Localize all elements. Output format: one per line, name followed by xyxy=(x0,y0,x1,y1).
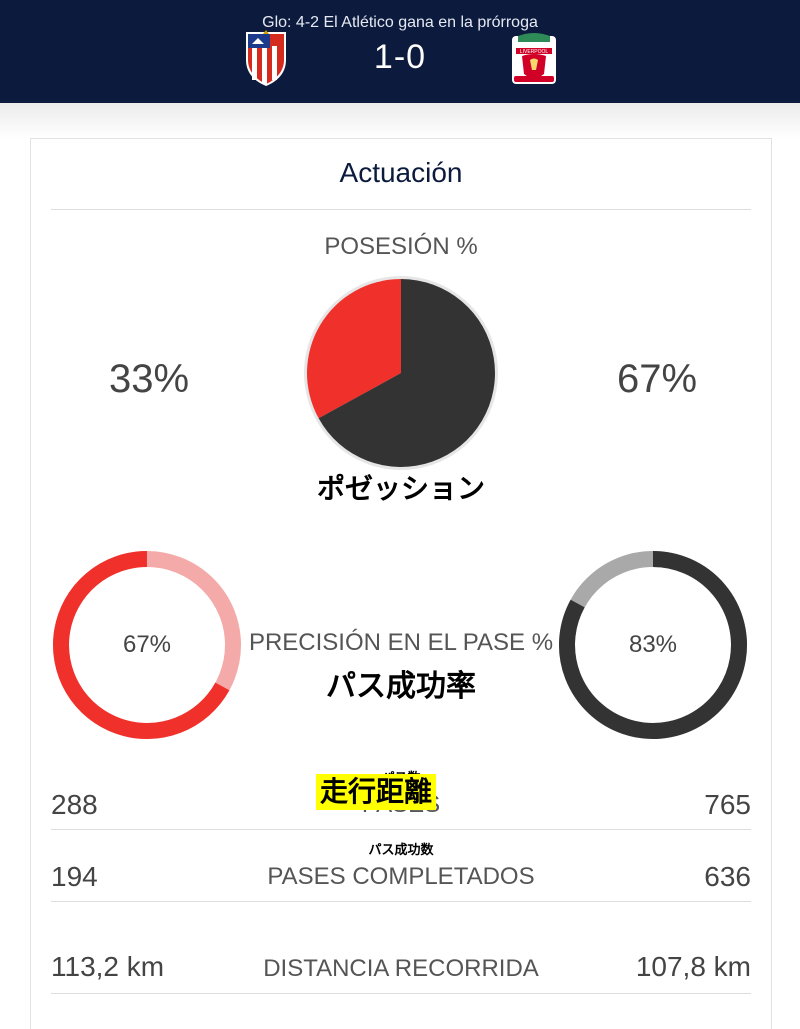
possession-jp-label: ポゼッション xyxy=(316,473,485,504)
pass-accuracy-jp-label: パス成功率 xyxy=(326,670,476,703)
stat-home-completed: 194 xyxy=(51,861,98,892)
possession-away-value: 67% xyxy=(617,357,698,401)
aggregate-result: Glo: 4-2 El Atlético gana en la prórroga xyxy=(262,14,538,31)
performance-card: Actuación POSESIÓN % 33% 67% ポゼッション 67% … xyxy=(30,138,772,1029)
possession-away-slice xyxy=(318,279,495,467)
away-ring-fill xyxy=(559,551,747,739)
divider xyxy=(51,829,751,830)
stat-jp-label-completed: パス成功数 xyxy=(368,842,434,857)
possession-pie-chart xyxy=(304,276,498,470)
liverpool-crest-text: LIVERPOOL xyxy=(520,49,549,55)
pass-accuracy-home-ring xyxy=(53,551,241,739)
stat-label-completed: PASES COMPLETADOS xyxy=(267,863,535,890)
home-ring-fill xyxy=(53,551,230,739)
stat-home-distance: 113,2 km xyxy=(51,951,165,982)
stat-home-passes: 288 xyxy=(51,789,98,820)
possession-home-value: 33% xyxy=(109,357,190,401)
liverpool-crest-icon[interactable]: LIVERPOOL xyxy=(510,30,558,86)
pass-accuracy-away-ring xyxy=(559,551,747,739)
pass-accuracy-label: PRECISIÓN EN EL PASE % xyxy=(248,629,554,656)
card-title: Actuación xyxy=(339,157,463,188)
stat-jp-label-distance: 走行距離 xyxy=(316,774,436,810)
stat-away-passes: 765 xyxy=(704,789,751,820)
header-shadow xyxy=(0,103,800,139)
possession-home-slice xyxy=(307,279,401,419)
pass-accuracy-home-value: 67% xyxy=(122,631,172,658)
possession-label: POSESIÓN % xyxy=(324,233,478,260)
stat-away-completed: 636 xyxy=(704,861,751,892)
match-header: Glo: 4-2 El Atlético gana en la prórroga… xyxy=(0,0,800,103)
divider xyxy=(51,209,751,210)
stat-label-distance: DISTANCIA RECORRIDA xyxy=(263,955,539,982)
stat-away-distance: 107,8 km xyxy=(635,951,751,982)
divider xyxy=(51,993,751,994)
match-score: 1-0 xyxy=(373,38,427,76)
pass-accuracy-away-value: 83% xyxy=(628,631,678,658)
atletico-madrid-crest-icon[interactable] xyxy=(242,26,290,88)
divider xyxy=(51,901,751,902)
